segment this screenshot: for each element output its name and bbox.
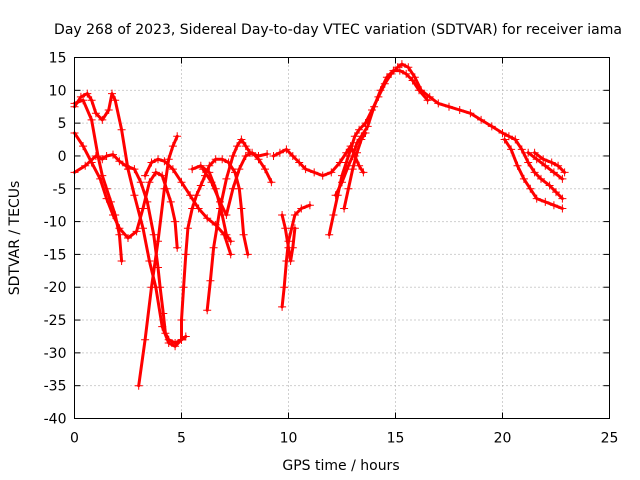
series-line — [334, 69, 430, 197]
x-tick-label: 10 — [280, 431, 298, 447]
series-line — [73, 153, 188, 345]
series-sat-n — [325, 60, 567, 239]
series-sat-o — [331, 66, 432, 200]
series-sat-b — [70, 96, 126, 265]
plot-frame — [74, 57, 610, 419]
data-point-markers — [70, 96, 126, 265]
x-tick-label: 25 — [601, 431, 619, 447]
series-sat-m — [278, 211, 299, 265]
data-point-markers — [325, 60, 567, 239]
y-axis-label: SDTVAR / TECUs — [7, 181, 23, 296]
series-sat-a — [70, 89, 186, 351]
data-point-markers — [500, 135, 567, 213]
axis-ticks: 0 5 10 15 20 25 -40 -35 -30 -25 -20 -15 -10 -5 0 5 10 15 — [44, 51, 619, 447]
y-tick-label: -40 — [44, 412, 67, 428]
y-tick-label: 0 — [58, 149, 67, 165]
y-tick-label: -10 — [44, 215, 67, 231]
x-tick-label: 5 — [177, 431, 186, 447]
data-point-markers — [524, 148, 567, 183]
data-series — [70, 60, 569, 390]
series-line — [327, 62, 564, 237]
series-line — [73, 98, 124, 263]
y-tick-label: -5 — [53, 182, 67, 198]
series-sat-e — [134, 132, 182, 390]
y-tick-label: 15 — [49, 51, 67, 67]
data-point-markers — [278, 211, 299, 265]
y-tick-label: -20 — [44, 280, 67, 296]
data-point-markers — [530, 148, 569, 177]
series-sat-r — [524, 148, 567, 183]
y-tick-label: -25 — [44, 313, 67, 329]
data-point-markers — [134, 132, 182, 390]
y-tick-label: -35 — [44, 379, 67, 395]
y-tick-label: -15 — [44, 247, 67, 263]
series-line — [73, 92, 183, 348]
grid — [74, 57, 610, 419]
series-line — [190, 164, 233, 243]
series-line — [342, 131, 367, 210]
x-tick-label: 0 — [70, 431, 79, 447]
series-sat-p — [340, 129, 370, 213]
series-line — [280, 203, 312, 309]
y-tick-label: -30 — [44, 346, 67, 362]
data-point-markers — [198, 148, 276, 219]
series-sat-j — [198, 148, 276, 219]
y-tick-label: 5 — [58, 116, 67, 132]
data-point-markers — [340, 129, 370, 213]
x-tick-label: 20 — [494, 431, 512, 447]
series-sat-s — [530, 148, 569, 177]
y-tick-label: 10 — [49, 83, 67, 99]
series-line — [205, 138, 269, 312]
data-point-markers — [70, 89, 186, 351]
series-line — [137, 134, 179, 388]
x-axis-label: GPS time / hours — [282, 458, 399, 474]
series-sat-q — [500, 135, 567, 213]
data-point-markers — [177, 155, 252, 344]
x-tick-label: 15 — [387, 431, 405, 447]
chart-title: Day 268 of 2023, Sidereal Day-to-day VTE… — [54, 22, 622, 38]
